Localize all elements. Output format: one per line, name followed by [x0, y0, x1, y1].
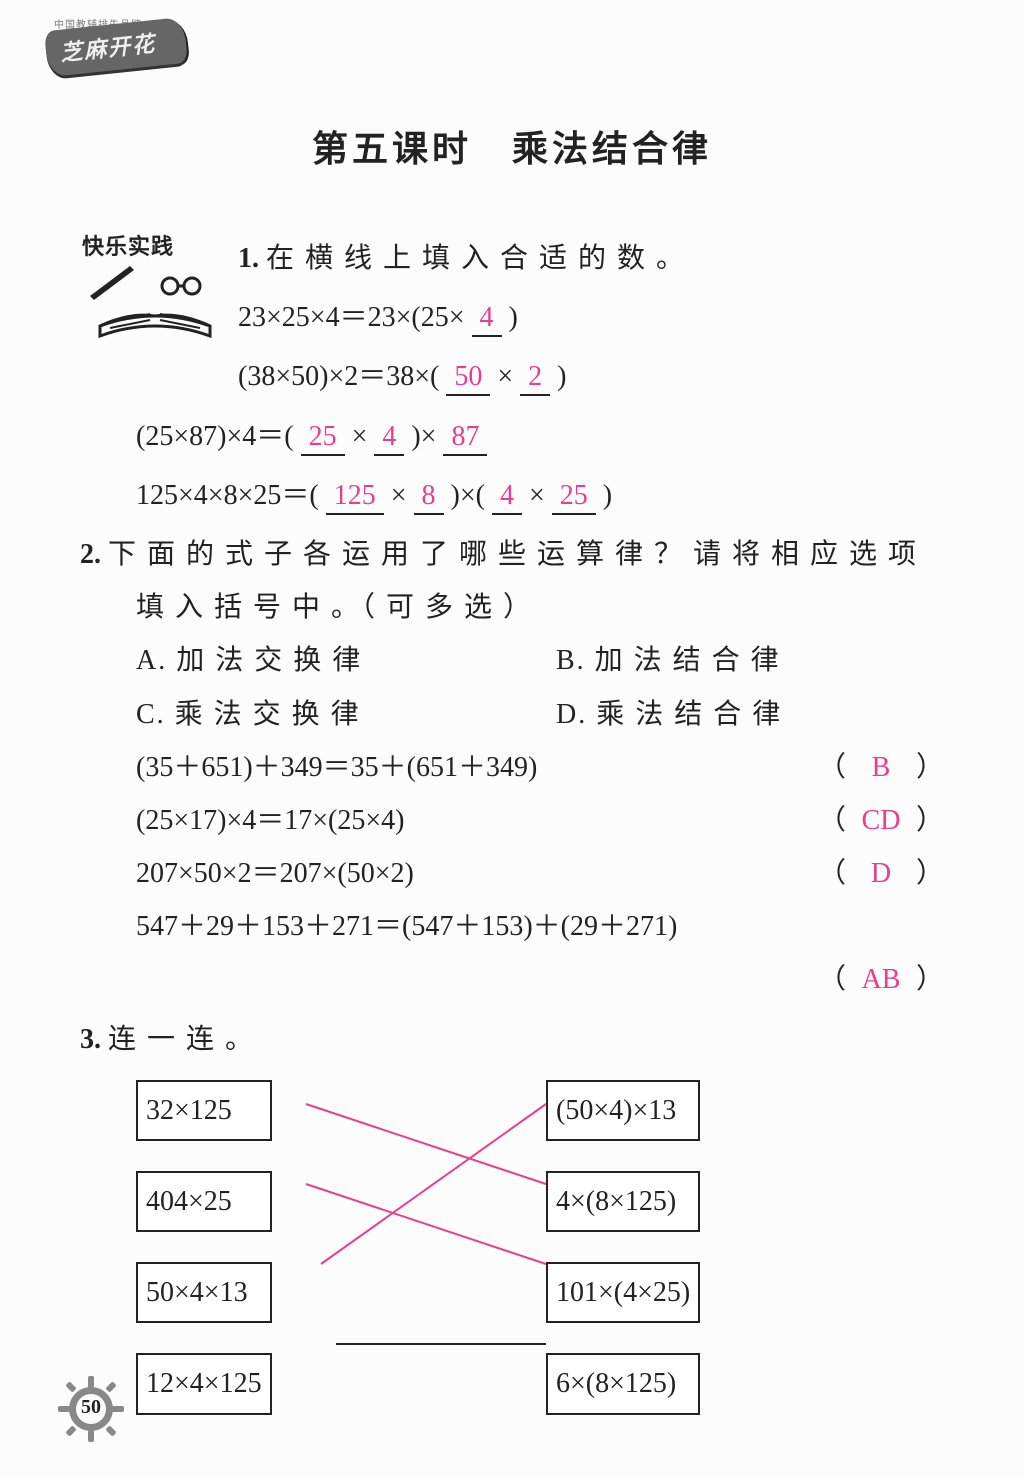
q2-prompt2: 填 入 括 号 中 。（ 可 多 选 ） — [136, 581, 944, 634]
match-box: 50×4×13 — [136, 1262, 272, 1323]
blank: 25 — [301, 421, 345, 456]
match-box: 4×(8×125) — [546, 1171, 700, 1232]
q1-prompt: 在 横 线 上 填 入 合 适 的 数 。 — [266, 243, 686, 274]
text: 23×25×4＝23×(25× — [238, 302, 472, 333]
q1-line4: 125×4×8×25＝( 125 × 8 )×( 4 × 25 ) — [136, 469, 944, 522]
open-book-icon — [80, 256, 230, 356]
q2-options-row2: C. 乘 法 交 换 律 D. 乘 法 结 合 律 — [136, 688, 944, 741]
brand-logo: 中国教辅排先品牌 芝麻开花 — [46, 24, 206, 94]
text: × — [522, 480, 552, 511]
answer: B — [846, 741, 916, 794]
answer-paren: （D） — [818, 847, 944, 900]
text: × — [384, 480, 414, 511]
expression: (35＋651)＋349＝35＋(651＋349) — [136, 741, 818, 794]
expression: 547＋29＋153＋271＝(547＋153)＋(29＋271) — [136, 900, 944, 953]
answer-paren: （AB） — [818, 953, 944, 1006]
q1-number: 1. — [238, 243, 259, 274]
option-b: B. 加 法 结 合 律 — [556, 634, 781, 687]
content: 快乐实践 1. 在 横 线 上 填 入 合 适 的 数 。 23×25×4＝23… — [80, 232, 944, 1440]
match-box: 32×125 — [136, 1080, 272, 1141]
text: )×( — [444, 480, 492, 511]
q1-line1: 23×25×4＝23×(25× 4 ) — [238, 291, 686, 344]
match-box: 101×(4×25) — [546, 1262, 700, 1323]
question-1: 快乐实践 1. 在 横 线 上 填 入 合 适 的 数 。 23×25×4＝23… — [80, 232, 944, 404]
q1-body: 1. 在 横 线 上 填 入 合 适 的 数 。 23×25×4＝23×(25×… — [238, 232, 686, 404]
q2-number: 2. — [80, 539, 101, 570]
text: 125×4×8×25＝( — [136, 480, 326, 511]
blank: 25 — [552, 480, 596, 515]
blank: 2 — [520, 361, 550, 396]
match-box: 12×4×125 — [136, 1353, 272, 1414]
answer: CD — [846, 794, 916, 847]
option-c: C. 乘 法 交 换 律 — [136, 688, 556, 741]
page-title: 第五课时 乘法结合律 — [80, 120, 944, 172]
text: (25×87)×4＝( — [136, 421, 301, 452]
match-right-col: (50×4)×13 4×(8×125) 101×(4×25) 6×(8×125) — [546, 1080, 700, 1415]
match-line — [306, 1184, 546, 1264]
option-d: D. 乘 法 结 合 律 — [556, 688, 782, 741]
match-line — [321, 1104, 546, 1264]
option-a: A. 加 法 交 换 律 — [136, 634, 556, 687]
worksheet-page: 中国教辅排先品牌 芝麻开花 第五课时 乘法结合律 快乐实践 1 — [0, 0, 1024, 1478]
page-number: 50 — [56, 1396, 126, 1419]
blank: 4 — [492, 480, 522, 515]
match-line — [306, 1104, 546, 1184]
q2-options-row1: A. 加 法 交 换 律 B. 加 法 结 合 律 — [136, 634, 944, 687]
answer: AB — [846, 953, 916, 1006]
q2-eq4-answer-row: （AB） — [136, 953, 944, 1006]
blank: 8 — [414, 480, 444, 515]
blank: 50 — [446, 361, 490, 396]
text: × — [490, 361, 520, 392]
q1-line3: (25×87)×4＝( 25 × 4 )× 87 — [136, 410, 944, 463]
match-box: (50×4)×13 — [546, 1080, 700, 1141]
matching-area: 32×125 404×25 50×4×13 12×4×125 (50×4)×13… — [136, 1080, 944, 1440]
q3-prompt: 连 一 连 。 — [108, 1024, 255, 1055]
answer-paren: （CD） — [818, 794, 944, 847]
q2-eq4: 547＋29＋153＋271＝(547＋153)＋(29＋271) — [136, 900, 944, 953]
question-2: 2. 下 面 的 式 子 各 运 用 了 哪 些 运 算 律 ？ 请 将 相 应… — [80, 528, 944, 581]
match-box: 6×(8×125) — [546, 1353, 700, 1414]
q2-eq2: (25×17)×4＝17×(25×4) （CD） — [136, 794, 944, 847]
blank: 4 — [472, 302, 502, 337]
answer: D — [846, 847, 916, 900]
answer-paren: （B） — [818, 741, 944, 794]
q2-eq1: (35＋651)＋349＝35＋(651＋349) （B） — [136, 741, 944, 794]
q2-eq3: 207×50×2＝207×(50×2) （D） — [136, 847, 944, 900]
match-left-col: 32×125 404×25 50×4×13 12×4×125 — [136, 1080, 272, 1415]
practice-badge: 快乐实践 — [80, 232, 230, 352]
text: ) — [502, 302, 518, 333]
match-box: 404×25 — [136, 1171, 272, 1232]
text: ) — [596, 480, 612, 511]
text: × — [345, 421, 375, 452]
text: )× — [404, 421, 443, 452]
q1-line2: (38×50)×2＝38×( 50 × 2 ) — [238, 350, 686, 403]
blank: 87 — [443, 421, 487, 456]
blank: 125 — [326, 480, 384, 515]
expression: 207×50×2＝207×(50×2) — [136, 847, 818, 900]
question-3: 3. 连 一 连 。 — [80, 1013, 944, 1066]
page-number-badge: 50 — [56, 1374, 126, 1444]
expression: (25×17)×4＝17×(25×4) — [136, 794, 818, 847]
q3-number: 3. — [80, 1024, 101, 1055]
text: (38×50)×2＝38×( — [238, 361, 446, 392]
blank: 4 — [374, 421, 404, 456]
logo-text: 芝麻开花 — [59, 26, 158, 68]
text: ) — [550, 361, 566, 392]
q2-prompt1: 下 面 的 式 子 各 运 用 了 哪 些 运 算 律 ？ 请 将 相 应 选 … — [108, 539, 918, 570]
